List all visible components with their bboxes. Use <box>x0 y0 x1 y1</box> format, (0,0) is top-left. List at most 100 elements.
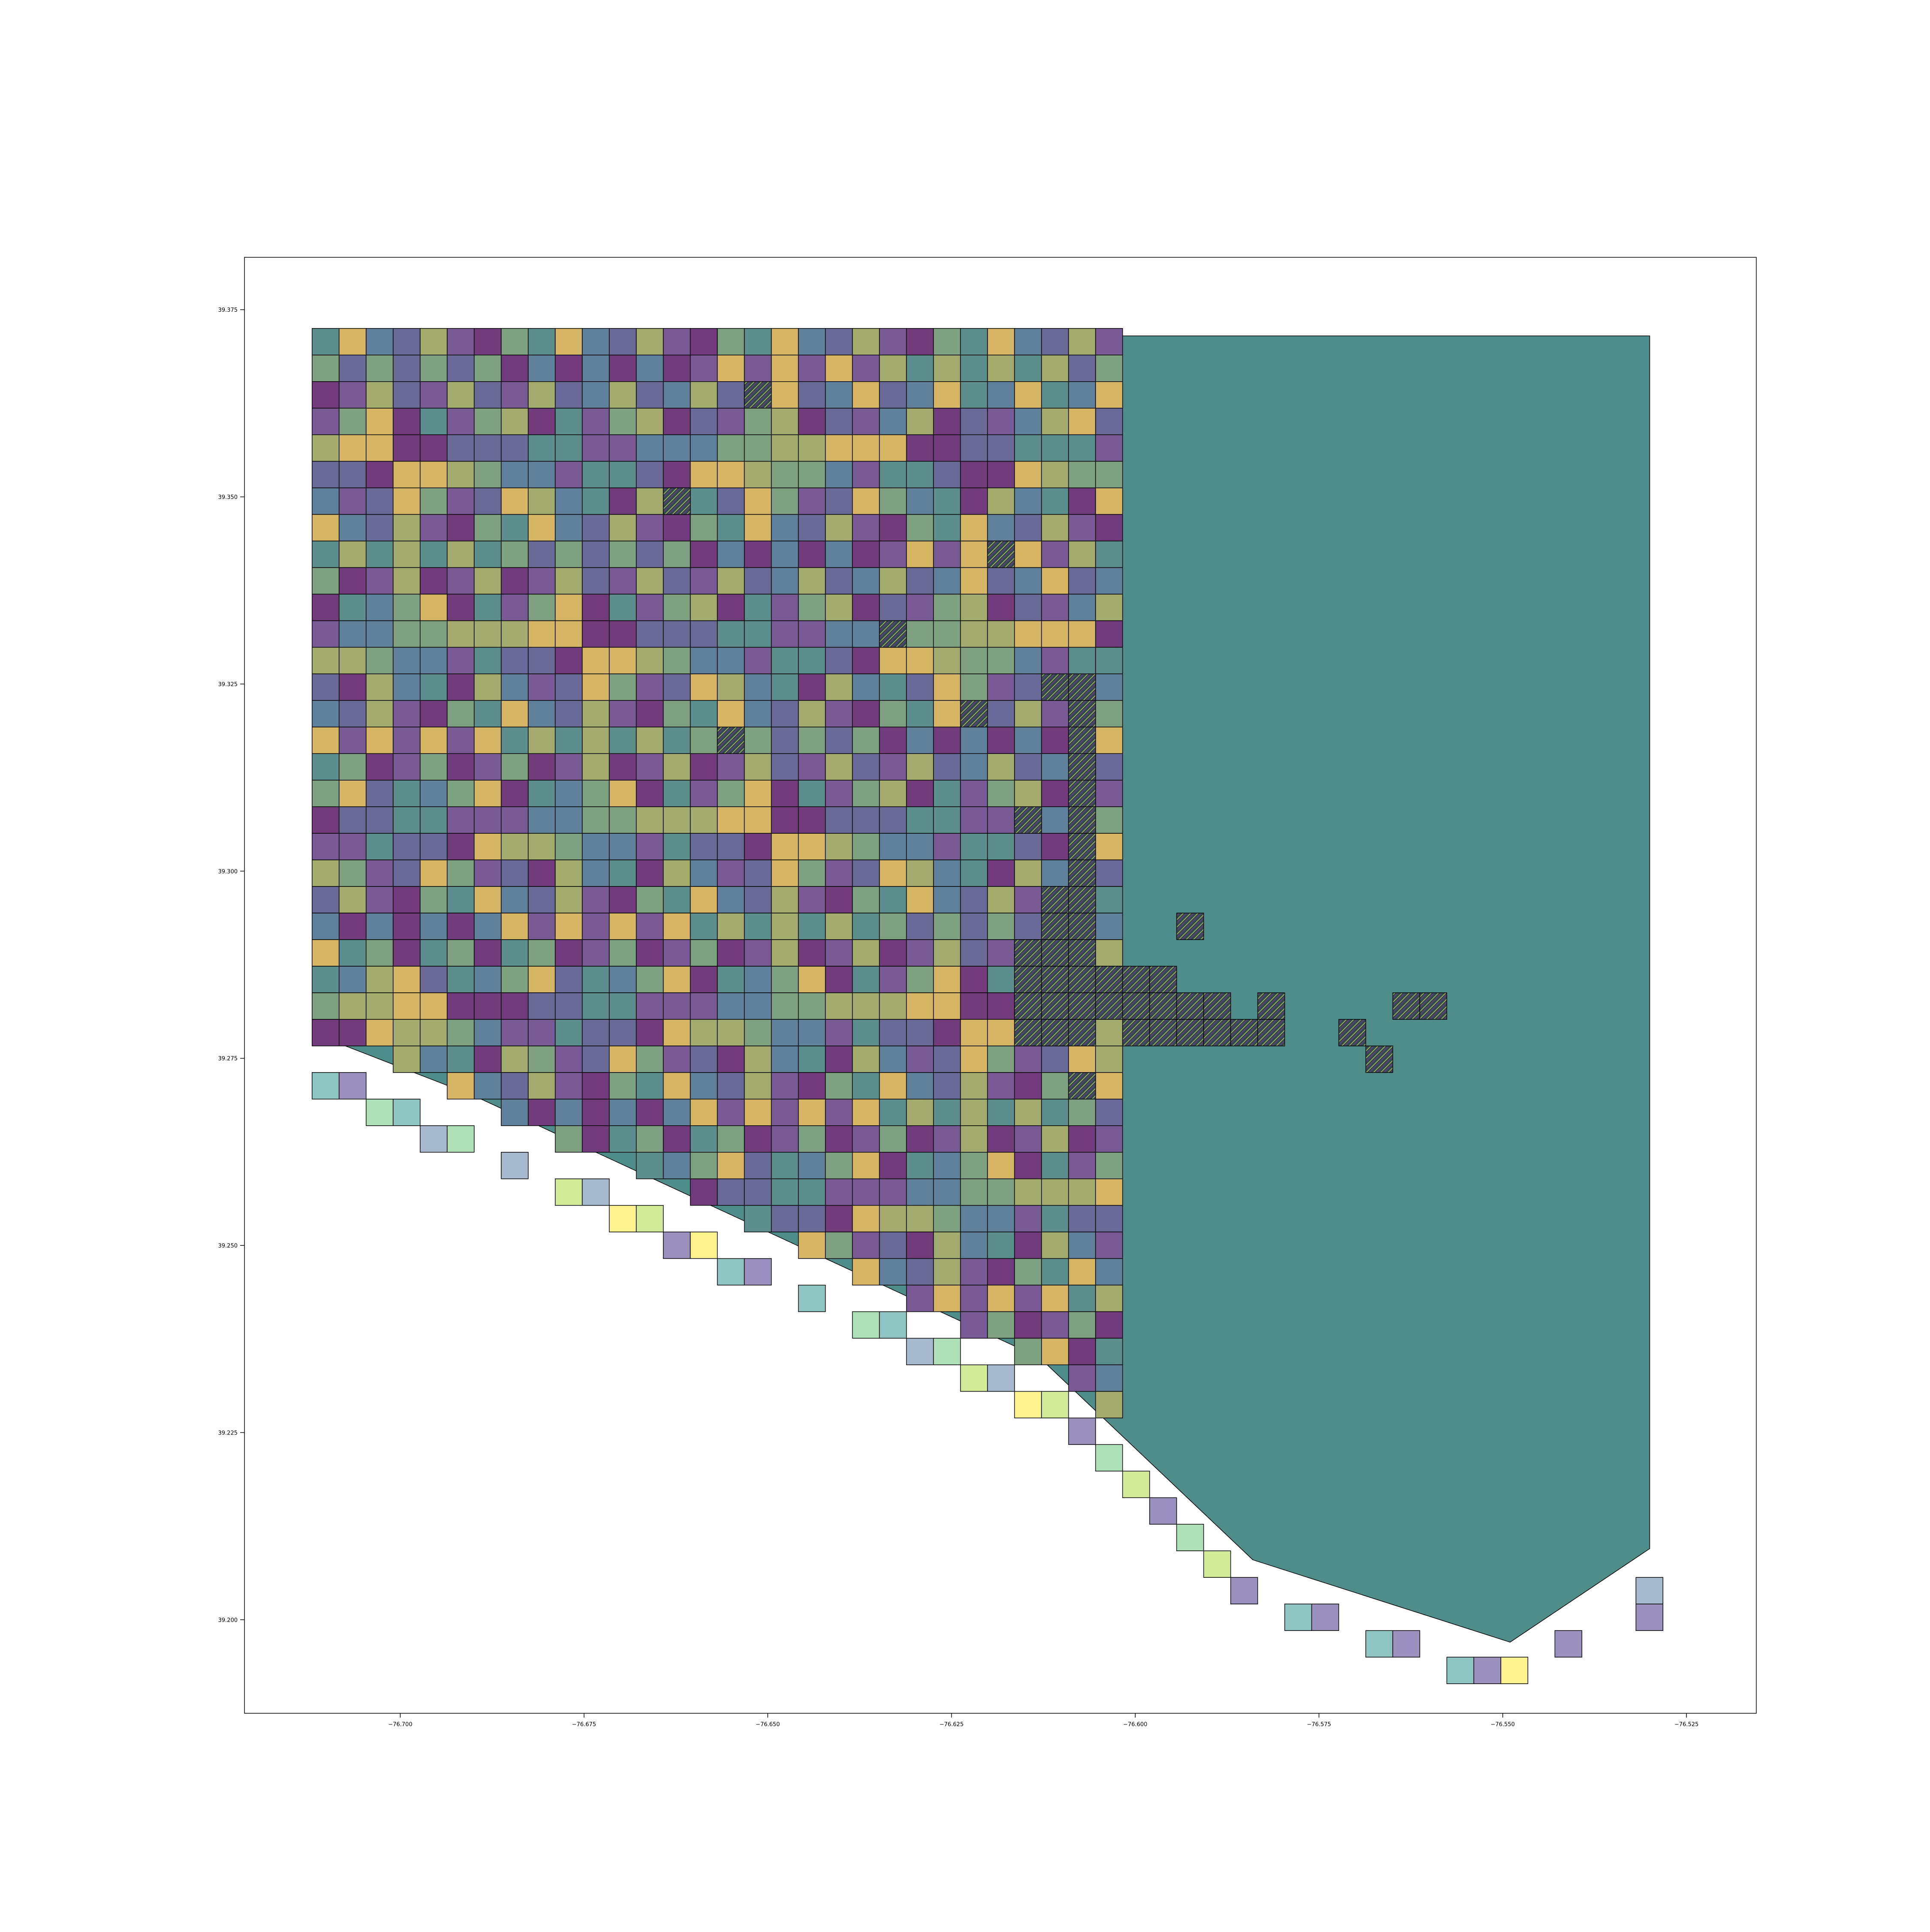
hatched-cell <box>717 726 745 754</box>
grid-cell <box>690 886 718 913</box>
grid-cell <box>636 700 664 728</box>
grid-cell <box>1095 355 1123 382</box>
grid-cell <box>392 673 421 701</box>
grid-cell <box>1041 1258 1069 1286</box>
grid-cell <box>1068 594 1096 621</box>
grid-cell <box>771 833 799 860</box>
grid-cell <box>717 487 745 515</box>
grid-cell <box>798 540 826 568</box>
grid-cell <box>1095 407 1123 435</box>
grid-cell <box>933 355 961 382</box>
grid-cell <box>960 992 988 1020</box>
grid-cell <box>987 992 1015 1020</box>
grid-cell <box>798 355 826 382</box>
grid-cell <box>1095 540 1123 568</box>
hatched-cell <box>1203 992 1231 1020</box>
grid-cell <box>555 806 583 834</box>
grid-cell <box>609 1046 637 1073</box>
grid-cell <box>717 859 745 887</box>
grid-cell <box>933 806 961 834</box>
grid-cell <box>311 966 340 993</box>
grid-cell <box>825 594 853 621</box>
grid-cell <box>717 886 745 913</box>
grid-cell <box>852 726 880 754</box>
grid-cell <box>501 487 529 515</box>
grid-cell <box>1068 1178 1096 1206</box>
grid-cell <box>744 540 772 568</box>
grid-cell <box>501 700 529 728</box>
grid-cell <box>473 939 502 967</box>
grid-cell <box>636 1019 664 1046</box>
grid-cell <box>1095 1125 1123 1153</box>
grid-cell <box>528 514 556 542</box>
grid-cell <box>960 1151 988 1179</box>
grid-cell <box>338 1019 367 1046</box>
grid-cell <box>528 1019 556 1046</box>
grid-cell <box>690 673 718 701</box>
grid-cell <box>960 833 988 860</box>
grid-cell <box>663 647 691 675</box>
grid-cell <box>987 328 1015 356</box>
grid-cell <box>960 1231 988 1259</box>
grid-cell <box>582 540 610 568</box>
grid-cell <box>501 434 529 462</box>
outside-cell <box>1014 1391 1042 1419</box>
grid-cell <box>528 726 556 754</box>
grid-cell <box>582 407 610 435</box>
grid-cell <box>879 1125 907 1153</box>
grid-cell <box>663 540 691 568</box>
grid-cell <box>338 381 367 409</box>
grid-cell <box>365 913 394 940</box>
grid-cell <box>1014 1046 1042 1073</box>
grid-cell <box>879 806 907 834</box>
grid-cell <box>365 355 394 382</box>
grid-cell <box>446 620 475 648</box>
grid-cell <box>446 381 475 409</box>
grid-cell <box>473 806 502 834</box>
hatched-cell <box>1014 966 1042 993</box>
grid-cell <box>663 407 691 435</box>
grid-cell <box>852 1231 880 1259</box>
grid-cell <box>852 913 880 940</box>
outside-cell <box>1122 1471 1150 1498</box>
grid-cell <box>609 992 637 1020</box>
grid-cell <box>663 1046 691 1073</box>
grid-cell <box>392 700 421 728</box>
grid-cell <box>1041 647 1069 675</box>
grid-cell <box>879 1205 907 1233</box>
grid-cell <box>555 1072 583 1100</box>
grid-cell <box>419 913 448 940</box>
grid-cell <box>1014 1284 1042 1312</box>
grid-cell <box>1095 1311 1123 1339</box>
grid-cell <box>582 700 610 728</box>
grid-cell <box>771 487 799 515</box>
grid-cell <box>1068 1099 1096 1126</box>
grid-cell <box>582 806 610 834</box>
grid-cell <box>501 886 529 913</box>
grid-cell <box>663 1151 691 1179</box>
grid-cell <box>690 859 718 887</box>
grid-cell <box>771 939 799 967</box>
grid-cell <box>392 434 421 462</box>
hatched-cells-layer <box>663 381 1448 1100</box>
grid-cell <box>365 806 394 834</box>
grid-cell <box>609 434 637 462</box>
grid-cell <box>1041 1046 1069 1073</box>
grid-cell <box>1014 833 1042 860</box>
grid-cell <box>1014 1178 1042 1206</box>
grid-cell <box>338 514 367 542</box>
grid-cell <box>392 780 421 807</box>
grid-cell <box>365 700 394 728</box>
grid-cell <box>879 1178 907 1206</box>
grid-cell <box>419 594 448 621</box>
grid-cell <box>392 487 421 515</box>
grid-cell <box>987 620 1015 648</box>
grid-cell <box>419 514 448 542</box>
grid-cell <box>528 806 556 834</box>
grid-cell <box>690 328 718 356</box>
grid-cell <box>528 1099 556 1126</box>
grid-cell <box>906 381 934 409</box>
grid-cell <box>879 461 907 488</box>
y-axis: 39.200 39.225 39.250 39.275 39.300 39.325 39.3… <box>218 307 244 1624</box>
grid-cell <box>960 939 988 967</box>
